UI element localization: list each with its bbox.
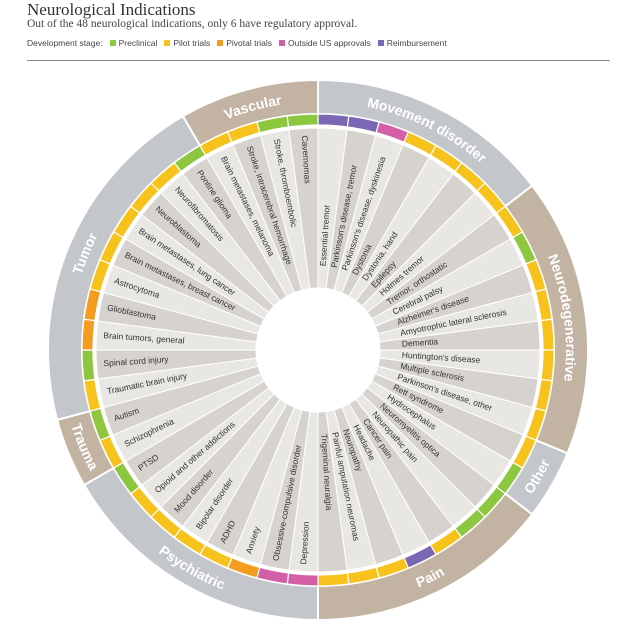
legend-text-outside: Outside US approvals <box>288 38 371 48</box>
stage-segment-cavernomas <box>286 113 319 128</box>
legend-text-reimbursement: Reimbursement <box>386 38 447 48</box>
indication-label-depression: Depression <box>298 521 311 565</box>
legend-text-preclinical: Preclinical <box>118 38 158 48</box>
stage-ring <box>81 113 555 587</box>
page-subtitle: Out of the 48 neurological indications, … <box>27 18 358 30</box>
stage-segment-depression <box>286 572 319 587</box>
indication-label-cavernomas: Cavernomas <box>300 135 313 184</box>
stage-segment-brain-tumors-general <box>81 318 96 351</box>
stage-segment-essential-tremor <box>317 113 350 128</box>
header-divider <box>27 60 610 61</box>
legend-text-pivotal: Pivotal trials <box>226 38 273 48</box>
legend-swatch-pivotal <box>217 40 224 46</box>
legend-swatch-outside <box>279 40 286 46</box>
legend-item-outside: Outside US approvals <box>279 38 371 48</box>
legend-item-reimbursement: Reimbursement <box>377 38 447 48</box>
legend-swatch-pilot <box>164 40 171 46</box>
stage-segment-huntington-s-disease <box>540 349 555 382</box>
stage-segment-trigeminal-neuralgia <box>317 572 350 587</box>
indication-label-essential-tremor: Essential tremor <box>318 204 332 266</box>
wheel-center <box>256 288 380 412</box>
legend-swatch-preclinical <box>109 40 116 46</box>
legend-item-preclinical: Preclinical <box>109 38 158 48</box>
legend-item-pivotal: Pivotal trials <box>217 38 272 48</box>
legend-item-pilot: Pilot trials <box>164 38 210 48</box>
stage-segment-dementia <box>540 318 555 351</box>
legend: Development stage: Preclinical Pilot tri… <box>27 38 447 48</box>
indication-label-dementia: Dementia <box>401 336 438 348</box>
legend-label: Development stage: <box>27 38 103 48</box>
indication-label-spinal-cord-injury: Spinal cord injury <box>103 354 169 368</box>
legend-text-pilot: Pilot trials <box>173 38 211 48</box>
stage-segment-spinal-cord-injury <box>81 349 96 382</box>
legend-swatch-reimbursement <box>377 40 384 46</box>
page-title: Neurological Indications <box>27 0 196 19</box>
